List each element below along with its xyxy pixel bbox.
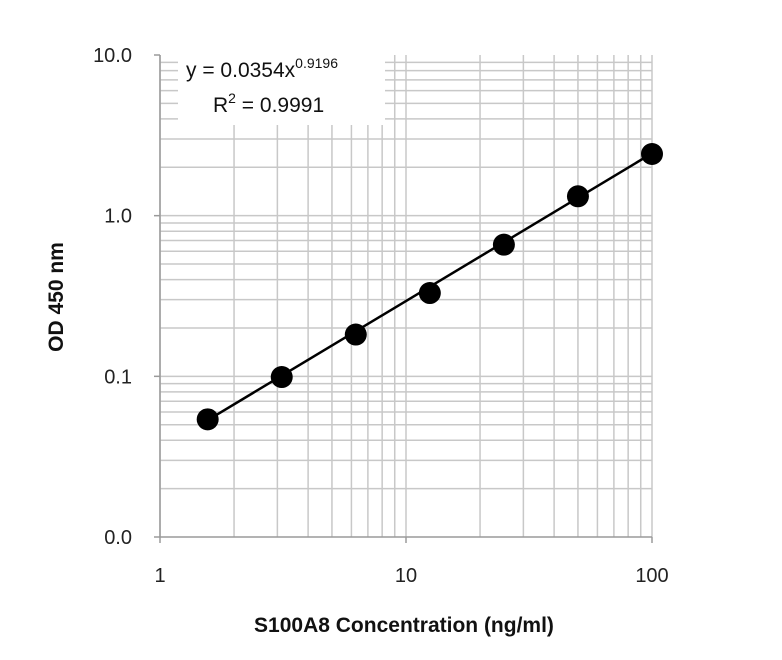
r-squared-text: R2 = 0.9991	[213, 90, 324, 117]
equation-prefix: y = 0.0354x	[186, 59, 296, 82]
x-tick-label: 100	[635, 565, 668, 587]
data-point	[641, 143, 663, 166]
grid-lines	[159, 55, 653, 537]
equation-box-background	[178, 52, 385, 125]
y-tick-label: 0.0	[104, 527, 132, 549]
data-point	[566, 185, 589, 208]
data-point	[344, 323, 367, 346]
r-squared-value: = 0.9991	[236, 94, 324, 117]
x-tick-label: 1	[154, 565, 165, 587]
y-axis-title: OD 450 nm	[45, 242, 68, 352]
data-point	[418, 282, 441, 305]
r-squared-prefix: R	[213, 94, 228, 117]
r-squared-sup: 2	[228, 90, 236, 106]
y-tick-label: 0.1	[104, 366, 132, 388]
y-tick-label: 10.0	[93, 45, 132, 67]
equation-text: y = 0.0354x0.9196	[186, 55, 338, 82]
x-tick-label: 10	[395, 565, 417, 587]
y-tick-label: 1.0	[104, 206, 132, 228]
x-axis-title: S100A8 Concentration (ng/ml)	[254, 614, 554, 637]
data-points-layer	[196, 143, 663, 431]
data-point	[196, 408, 219, 431]
axes	[154, 54, 653, 543]
equation-exponent: 0.9196	[295, 55, 338, 71]
x-tick-labels: 1 10 100	[154, 565, 668, 587]
data-point	[270, 366, 293, 389]
data-point	[492, 233, 515, 256]
y-tick-labels: 0.0 0.1 1.0 10.0	[93, 45, 132, 549]
